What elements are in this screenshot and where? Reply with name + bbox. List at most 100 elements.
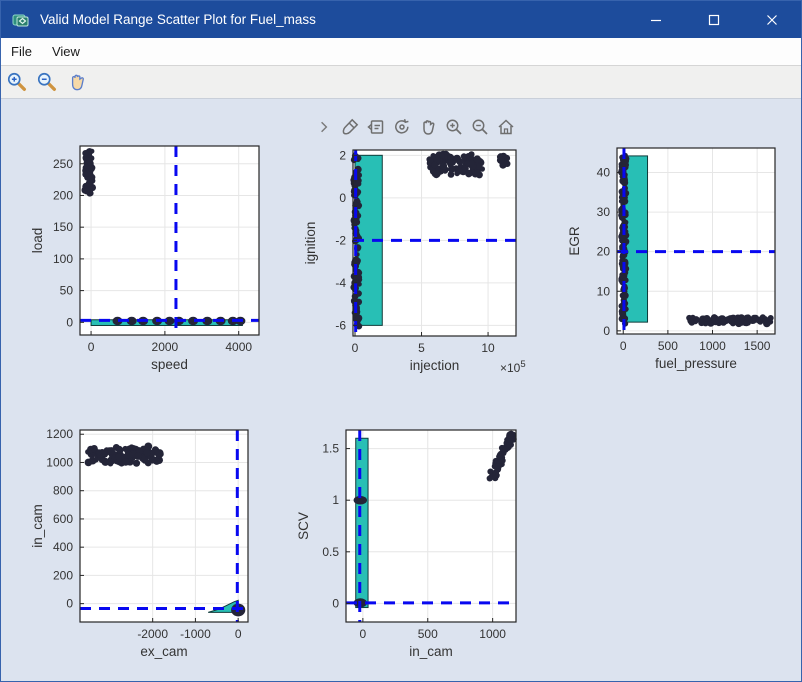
svg-text:20: 20 [597, 245, 611, 259]
zoom-out-icon [472, 119, 488, 135]
y-axis-label: EGR [567, 226, 582, 256]
menubar: File View [1, 38, 801, 66]
axes-toolbar-expand-button[interactable] [312, 115, 335, 139]
svg-text:30: 30 [597, 205, 611, 219]
svg-text:10: 10 [597, 284, 611, 298]
y-axis-label: ignition [303, 222, 318, 265]
pan-button[interactable] [63, 68, 91, 96]
subplot-in_cam-vs-ex_cam: -2000 -1000 0 0 200 400 600 800 1000 1200 ex_cam in… [30, 427, 249, 659]
y-axis-label: in_cam [30, 504, 45, 548]
window-controls [627, 1, 801, 38]
svg-text:4000: 4000 [225, 340, 252, 354]
svg-text:400: 400 [53, 540, 73, 554]
maximize-button[interactable] [685, 1, 743, 38]
svg-text:1000: 1000 [46, 455, 73, 469]
close-button[interactable] [743, 1, 801, 38]
svg-text:1500: 1500 [744, 339, 771, 353]
axes-toolbar-rotate-button[interactable] [390, 115, 413, 139]
y-axis-label: SCV [296, 512, 311, 540]
svg-text:0: 0 [603, 324, 610, 338]
axes-toolbar [312, 115, 517, 139]
svg-text:2000: 2000 [152, 340, 179, 354]
svg-text:0: 0 [66, 315, 73, 329]
svg-text:0: 0 [66, 597, 73, 611]
x-axis-label: fuel_pressure [655, 356, 737, 371]
figure-canvas: 0 2000 4000 0 50 100 150 200 250 speed load 0 5 10 2 0-… [1, 99, 801, 681]
x-axis-label: ex_cam [140, 644, 187, 659]
maximize-icon [708, 14, 720, 25]
datatip-icon [366, 120, 383, 134]
svg-text:2: 2 [339, 148, 346, 162]
svg-text:40: 40 [597, 166, 611, 180]
minimize-icon [651, 19, 661, 21]
hand-icon [71, 74, 84, 91]
window-title: Valid Model Range Scatter Plot for Fuel_… [40, 12, 316, 27]
svg-text:0.5: 0.5 [322, 545, 339, 559]
x-axis-label: speed [151, 357, 188, 372]
zoom-in-button[interactable] [3, 68, 31, 96]
svg-text:200: 200 [53, 568, 73, 582]
svg-text:1000: 1000 [699, 339, 726, 353]
menu-item-file[interactable]: File [11, 44, 32, 59]
svg-text:150: 150 [53, 220, 73, 234]
subplot-EGR-vs-fuel_pressure: 0 500 1000 1500 0 10 20 30 40 fuel_pressure EGR [567, 147, 776, 371]
magnifier-plus-icon [7, 72, 26, 91]
menu-item-view[interactable]: View [51, 44, 80, 59]
svg-text:500: 500 [418, 627, 438, 641]
axes-toolbar-zoom-out-button[interactable] [468, 115, 491, 139]
svg-text:-1000: -1000 [180, 627, 211, 641]
svg-text:0: 0 [339, 191, 346, 205]
svg-text:600: 600 [53, 512, 73, 526]
subplot-load-vs-speed: 0 2000 4000 0 50 100 150 200 250 speed load [30, 145, 260, 372]
axes-toolbar-zoom-in-button[interactable] [442, 115, 465, 139]
svg-text:50: 50 [60, 284, 74, 298]
svg-text:-4: -4 [335, 276, 346, 290]
app-icon [12, 14, 29, 26]
window-titlebar: Valid Model Range Scatter Plot for Fuel_… [1, 1, 801, 38]
svg-text:5: 5 [418, 341, 425, 355]
y-axis-label: load [30, 228, 45, 254]
plot-area[interactable] [80, 146, 259, 335]
svg-text:0: 0 [620, 339, 627, 353]
svg-text:0: 0 [360, 627, 367, 641]
svg-text:1.5: 1.5 [322, 442, 339, 456]
figure-toolbar [1, 66, 801, 99]
svg-text:0: 0 [352, 341, 359, 355]
axes-toolbar-brush-button[interactable] [338, 115, 361, 139]
svg-text:1200: 1200 [46, 427, 73, 441]
x-axis-label: in_cam [409, 644, 453, 659]
svg-text:1: 1 [332, 493, 339, 507]
minimize-button[interactable] [627, 1, 685, 38]
svg-text:800: 800 [53, 484, 73, 498]
axes-toolbar-pan-button[interactable] [416, 115, 439, 139]
svg-text:1000: 1000 [479, 627, 506, 641]
svg-text:500: 500 [658, 339, 678, 353]
valid-region-patch [355, 437, 369, 609]
svg-text:-2000: -2000 [137, 627, 168, 641]
svg-text:0: 0 [332, 596, 339, 610]
pan-hand-icon [422, 120, 434, 135]
svg-text:0: 0 [88, 340, 95, 354]
brush-icon [342, 118, 358, 135]
svg-text:-2: -2 [335, 233, 346, 247]
chevron-right-icon [320, 121, 327, 133]
plot-area[interactable] [346, 430, 516, 622]
zoom-out-button[interactable] [33, 68, 61, 96]
close-icon [767, 14, 777, 25]
svg-text:-6: -6 [335, 318, 346, 332]
svg-text:250: 250 [53, 157, 73, 171]
subplot-ignition-vs-injection: 0 5 10 2 0 -2 -4 -6 injection ignition ×105 [303, 148, 526, 375]
svg-text:10: 10 [481, 341, 495, 355]
axes-toolbar-home-button[interactable] [494, 115, 517, 139]
rotate-icon [394, 119, 409, 134]
svg-text:0: 0 [235, 627, 242, 641]
x-axis-multiplier: ×105 [500, 359, 526, 375]
home-icon [497, 119, 514, 135]
magnifier-minus-icon [37, 72, 56, 91]
zoom-in-icon [446, 119, 462, 135]
axes-toolbar-datatips-button[interactable] [364, 115, 387, 139]
subplot-SCV-vs-in_cam: 0 500 1000 0 0.5 1 1.5 in_cam SCV [296, 429, 517, 659]
svg-text:100: 100 [53, 252, 73, 266]
